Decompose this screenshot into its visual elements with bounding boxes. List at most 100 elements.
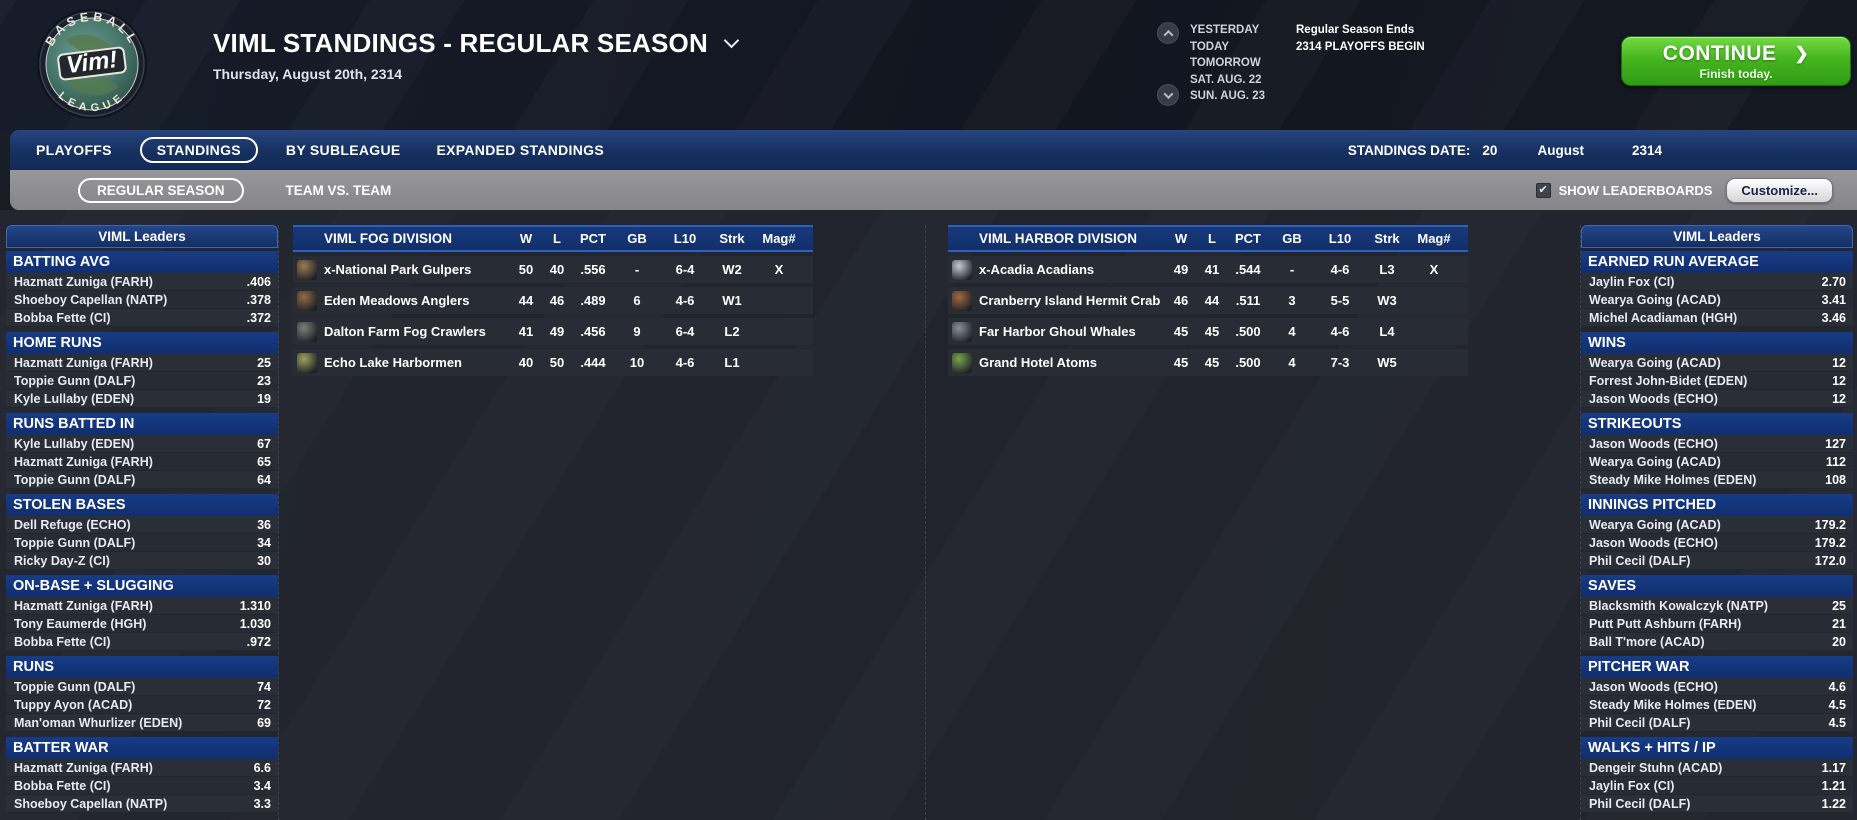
schedule-day-tomorrow[interactable]: TOMORROW bbox=[1190, 57, 1261, 69]
team-cell: Eden Meadows Anglers bbox=[293, 290, 509, 311]
player-name-link[interactable]: Toppie Gunn (DALF) bbox=[14, 535, 136, 550]
standings-table: VIML HARBOR DIVISION W L PCT GB L10 Strk Mag# x-… bbox=[948, 225, 1468, 376]
team-row: Echo Lake Harbormen 40 50 .444 10 4-6 L1 bbox=[293, 349, 813, 376]
player-name-link[interactable]: Shoeboy Capellan (NATP) bbox=[14, 292, 168, 307]
player-name-link[interactable]: Ricky Day-Z (CI) bbox=[14, 553, 110, 568]
schedule-day-yesterday[interactable]: YESTERDAY bbox=[1190, 24, 1260, 36]
player-name-link[interactable]: Wearya Going (ACAD) bbox=[1589, 517, 1721, 532]
team-name-link[interactable]: Cranberry Island Hermit Crab bbox=[979, 293, 1161, 308]
player-name-link[interactable]: Hazmatt Zuniga (FARH) bbox=[14, 760, 153, 775]
stat-l: 50 bbox=[549, 355, 565, 370]
player-name-link[interactable]: Bobba Fette (CI) bbox=[14, 310, 111, 325]
league-logo[interactable]: BASEBALL LEAGUE Vim! bbox=[36, 8, 148, 120]
player-name-link[interactable]: Jaylin Fox (CI) bbox=[1589, 778, 1675, 793]
player-name-link[interactable]: Steady Mike Holmes (EDEN) bbox=[1589, 472, 1757, 487]
schedule-up-button[interactable] bbox=[1157, 22, 1179, 44]
player-name-link[interactable]: Hazmatt Zuniga (FARH) bbox=[14, 454, 153, 469]
player-name-link[interactable]: Jason Woods (ECHO) bbox=[1589, 391, 1718, 406]
player-name-link[interactable]: Jason Woods (ECHO) bbox=[1589, 679, 1718, 694]
team-cell: Far Harbor Ghoul Whales bbox=[948, 321, 1164, 342]
team-row: Eden Meadows Anglers 44 46 .489 6 4-6 W1 bbox=[293, 287, 813, 314]
player-name-link[interactable]: Jason Woods (ECHO) bbox=[1589, 436, 1718, 451]
standings-date-day[interactable]: 20 bbox=[1482, 142, 1498, 158]
player-name-link[interactable]: Phil Cecil (DALF) bbox=[1589, 796, 1691, 811]
player-name-link[interactable]: Wearya Going (ACAD) bbox=[1589, 355, 1721, 370]
player-name-link[interactable]: Phil Cecil (DALF) bbox=[1589, 715, 1691, 730]
team-logo-icon bbox=[297, 352, 317, 373]
player-name-link[interactable]: Jason Woods (ECHO) bbox=[1589, 535, 1718, 550]
stat-gb: 4 bbox=[1288, 355, 1296, 370]
team-name-link[interactable]: x-National Park Gulpers bbox=[324, 262, 472, 277]
leader-row: Toppie Gunn (DALF) 64 bbox=[6, 471, 278, 489]
team-name-link[interactable]: Grand Hotel Atoms bbox=[979, 355, 1097, 370]
player-name-link[interactable]: Kyle Lullaby (EDEN) bbox=[14, 436, 135, 451]
stat-value: 3.41 bbox=[1821, 292, 1846, 307]
team-name-link[interactable]: Far Harbor Ghoul Whales bbox=[979, 324, 1136, 339]
player-name-link[interactable]: Bobba Fette (CI) bbox=[14, 778, 111, 793]
player-name-link[interactable]: Hazmatt Zuniga (FARH) bbox=[14, 274, 153, 289]
player-name-link[interactable]: Tony Eaumerde (HGH) bbox=[14, 616, 147, 631]
player-name-link[interactable]: Jaylin Fox (CI) bbox=[1589, 274, 1675, 289]
player-name-link[interactable]: Shoeboy Capellan (NATP) bbox=[14, 796, 168, 811]
leaders-panel-body: BATTING AVG Hazmatt Zuniga (FARH) .406 Shoe… bbox=[6, 251, 278, 813]
standings-date-month[interactable]: August bbox=[1537, 142, 1584, 158]
leader-row: Hazmatt Zuniga (FARH) 25 bbox=[6, 354, 278, 372]
team-name-link[interactable]: x-Acadia Acadians bbox=[979, 262, 1095, 277]
player-name-link[interactable]: Man'oman Whurlizer (EDEN) bbox=[14, 715, 183, 730]
player-name-link[interactable]: Michel Acadiaman (HGH) bbox=[1589, 310, 1738, 325]
player-name-link[interactable]: Wearya Going (ACAD) bbox=[1589, 454, 1721, 469]
leader-row: Jason Woods (ECHO) 12 bbox=[1581, 390, 1853, 408]
player-name-link[interactable]: Hazmatt Zuniga (FARH) bbox=[14, 598, 153, 613]
leaders-panel-title: VIML Leaders bbox=[1581, 225, 1853, 248]
player-name-link[interactable]: Hazmatt Zuniga (FARH) bbox=[14, 355, 153, 370]
standings-date-year[interactable]: 2314 bbox=[1631, 142, 1662, 158]
stat-value: 36 bbox=[257, 517, 271, 532]
leaders-section-innings-pitched: INNINGS PITCHED Wearya Going (ACAD) 179.2 J… bbox=[1581, 494, 1853, 570]
stat-pct: .456 bbox=[580, 324, 606, 339]
chevron-up-icon bbox=[1163, 29, 1173, 40]
continue-button[interactable]: CONTINUE ❯ Finish today. bbox=[1621, 36, 1851, 86]
player-name-link[interactable]: Forrest John-Bidet (EDEN) bbox=[1589, 373, 1748, 388]
player-name-link[interactable]: Blacksmith Kowalczyk (NATP) bbox=[1589, 598, 1768, 613]
player-name-link[interactable]: Phil Cecil (DALF) bbox=[1589, 553, 1691, 568]
leader-row: Jason Woods (ECHO) 127 bbox=[1581, 435, 1853, 453]
player-name-link[interactable]: Steady Mike Holmes (EDEN) bbox=[1589, 697, 1757, 712]
tab-playoffs[interactable]: PLAYOFFS bbox=[36, 142, 112, 158]
team-name-link[interactable]: Echo Lake Harbormen bbox=[324, 355, 462, 370]
stat-pct: .500 bbox=[1235, 324, 1261, 339]
player-name-link[interactable]: Dengeir Stuhn (ACAD) bbox=[1589, 760, 1723, 775]
player-name-link[interactable]: Toppie Gunn (DALF) bbox=[14, 472, 136, 487]
tab-expanded-standings[interactable]: EXPANDED STANDINGS bbox=[436, 142, 604, 158]
schedule-day-sat-aug-22[interactable]: SAT. AUG. 22 bbox=[1190, 73, 1262, 86]
stat-l10: 6-4 bbox=[675, 262, 695, 277]
player-name-link[interactable]: Toppie Gunn (DALF) bbox=[14, 679, 136, 694]
column-header-pct: PCT bbox=[580, 231, 606, 246]
chevron-down-icon[interactable] bbox=[723, 32, 740, 48]
leaders-section-runs-batted-in: RUNS BATTED IN Kyle Lullaby (EDEN) 67 Hazma… bbox=[6, 413, 278, 489]
tab-standings[interactable]: STANDINGS bbox=[139, 137, 258, 163]
player-name-link[interactable]: Wearya Going (ACAD) bbox=[1589, 292, 1721, 307]
customize-button[interactable]: Customize... bbox=[1726, 177, 1833, 203]
schedule-day-today[interactable]: TODAY bbox=[1190, 40, 1229, 53]
player-name-link[interactable]: Toppie Gunn (DALF) bbox=[14, 373, 136, 388]
show-leaderboards-checkbox[interactable]: ✔ bbox=[1535, 182, 1551, 198]
stat-category-header: BATTER WAR bbox=[6, 737, 278, 759]
vertical-divider bbox=[925, 225, 926, 820]
stat-value: 4.5 bbox=[1828, 697, 1846, 712]
player-name-link[interactable]: Bobba Fette (CI) bbox=[14, 634, 111, 649]
team-name-link[interactable]: Eden Meadows Anglers bbox=[324, 293, 470, 308]
schedule-down-button[interactable] bbox=[1157, 84, 1179, 106]
player-name-link[interactable]: Putt Putt Ashburn (FARH) bbox=[1589, 616, 1742, 631]
team-name-link[interactable]: Dalton Farm Fog Crawlers bbox=[324, 324, 486, 339]
player-name-link[interactable]: Tuppy Ayon (ACAD) bbox=[14, 697, 133, 712]
leader-row: Hazmatt Zuniga (FARH) 65 bbox=[6, 453, 278, 471]
player-name-link[interactable]: Kyle Lullaby (EDEN) bbox=[14, 391, 135, 406]
player-name-link[interactable]: Dell Refuge (ECHO) bbox=[14, 517, 131, 532]
player-name-link[interactable]: Ball T'more (ACAD) bbox=[1589, 634, 1705, 649]
subtab-regular-season[interactable]: REGULAR SEASON bbox=[78, 177, 244, 203]
tab-by-subleague[interactable]: BY SUBLEAGUE bbox=[285, 142, 401, 158]
subtab-team-vs-team[interactable]: TEAM VS. TEAM bbox=[285, 182, 392, 198]
column-header-strk: Strk bbox=[1374, 231, 1400, 246]
schedule-day-sun-aug-23[interactable]: SUN. AUG. 23 bbox=[1190, 90, 1265, 102]
